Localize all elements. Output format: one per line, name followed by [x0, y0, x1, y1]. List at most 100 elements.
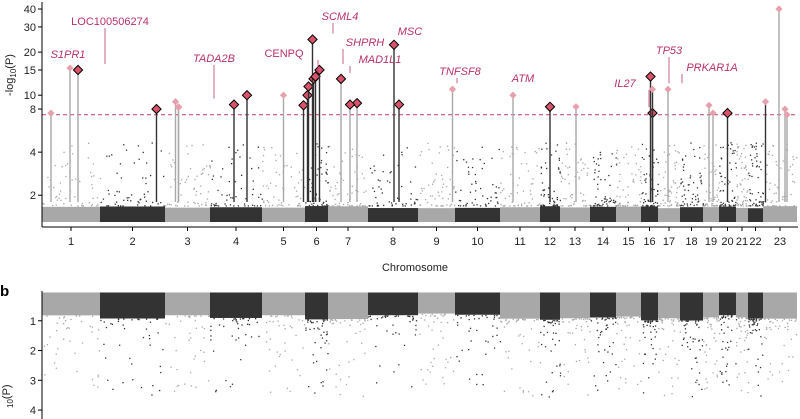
snp-point [554, 205, 556, 207]
snp-point [772, 205, 774, 207]
snp-point [441, 178, 444, 180]
snp-point [42, 202, 44, 205]
snp-point [616, 152, 618, 154]
snp-point [639, 201, 642, 203]
snp-point [437, 191, 439, 193]
snp-point [599, 334, 601, 336]
snp-point [614, 202, 616, 204]
snp-point [778, 371, 781, 373]
snp-point [567, 371, 569, 373]
snp-point [543, 194, 546, 196]
snp-point [705, 354, 708, 356]
snp-point [326, 369, 328, 371]
snp-point [692, 182, 695, 184]
snp-point [721, 317, 723, 319]
snp-point [736, 199, 738, 201]
snp-point [216, 204, 218, 207]
snp-point [705, 378, 707, 380]
snp-point [498, 148, 500, 151]
snp-point [480, 187, 482, 190]
snp-point [595, 163, 598, 165]
snp-point [769, 327, 771, 329]
snp-point [420, 369, 422, 371]
snp-point [328, 205, 330, 207]
snp-point [711, 328, 713, 330]
snp-point [723, 332, 725, 334]
snp-point [123, 328, 126, 330]
snp-point [187, 153, 189, 155]
snp-point [679, 331, 681, 333]
snp-point [602, 362, 605, 364]
snp-point [586, 172, 588, 174]
snp-point [740, 351, 742, 353]
snp-point [291, 327, 293, 329]
snp-point [731, 152, 734, 155]
snp-point [392, 333, 394, 335]
snp-point [668, 153, 670, 155]
snp-point [239, 156, 241, 158]
snp-point [657, 205, 659, 207]
snp-point [682, 338, 685, 341]
snp-point [581, 200, 584, 202]
snp-point [751, 145, 754, 147]
snp-point [260, 193, 262, 196]
snp-point [682, 166, 685, 168]
snp-point [753, 146, 756, 148]
panel-a-peaks [47, 5, 791, 202]
snp-point [777, 327, 780, 330]
chromosome-band-5 [262, 292, 305, 316]
snp-point [642, 192, 644, 194]
snp-point [596, 204, 598, 206]
snp-point [703, 340, 705, 343]
snp-point [298, 171, 300, 173]
chromosome-band-22 [748, 208, 763, 222]
snp-point [252, 180, 254, 182]
snp-point [300, 179, 303, 181]
snp-point [312, 205, 314, 207]
snp-point [689, 348, 691, 350]
snp-point [297, 195, 299, 197]
snp-point [289, 390, 291, 393]
snp-point [766, 164, 768, 166]
snp-point [783, 344, 785, 347]
snp-point [208, 380, 210, 382]
snp-point [373, 165, 375, 167]
snp-point [63, 151, 65, 153]
snp-point [438, 152, 440, 154]
snp-point [194, 202, 196, 205]
snp-point [774, 184, 776, 186]
snp-point [674, 168, 676, 170]
chromosome-band-12 [540, 206, 560, 222]
locus-diamond [783, 111, 791, 119]
snp-point [721, 158, 723, 160]
snp-point [501, 321, 503, 323]
snp-point [91, 315, 94, 317]
gene-label-il27: IL27 [614, 78, 636, 90]
snp-point [395, 203, 397, 205]
snp-point [582, 162, 584, 164]
svg-text:10(P): 10(P) [1, 384, 15, 408]
y-tick-label: 1 [30, 316, 36, 328]
snp-point [792, 180, 794, 183]
snp-point [757, 176, 759, 179]
snp-point [601, 330, 603, 333]
snp-point [769, 182, 771, 184]
snp-point [683, 185, 685, 187]
snp-point [686, 323, 688, 325]
snp-point [654, 325, 657, 327]
snp-point [445, 186, 448, 188]
snp-point [678, 204, 681, 206]
snp-point [739, 183, 741, 185]
snp-point [556, 204, 558, 206]
snp-point [600, 179, 602, 181]
snp-point [759, 200, 761, 203]
snp-point [268, 370, 271, 372]
snp-point [607, 351, 609, 353]
x-tick-label: 7 [345, 236, 351, 248]
snp-point [333, 205, 335, 207]
snp-point [720, 204, 722, 206]
snp-point [485, 353, 487, 355]
snp-point [445, 358, 447, 361]
snp-point [222, 168, 224, 170]
